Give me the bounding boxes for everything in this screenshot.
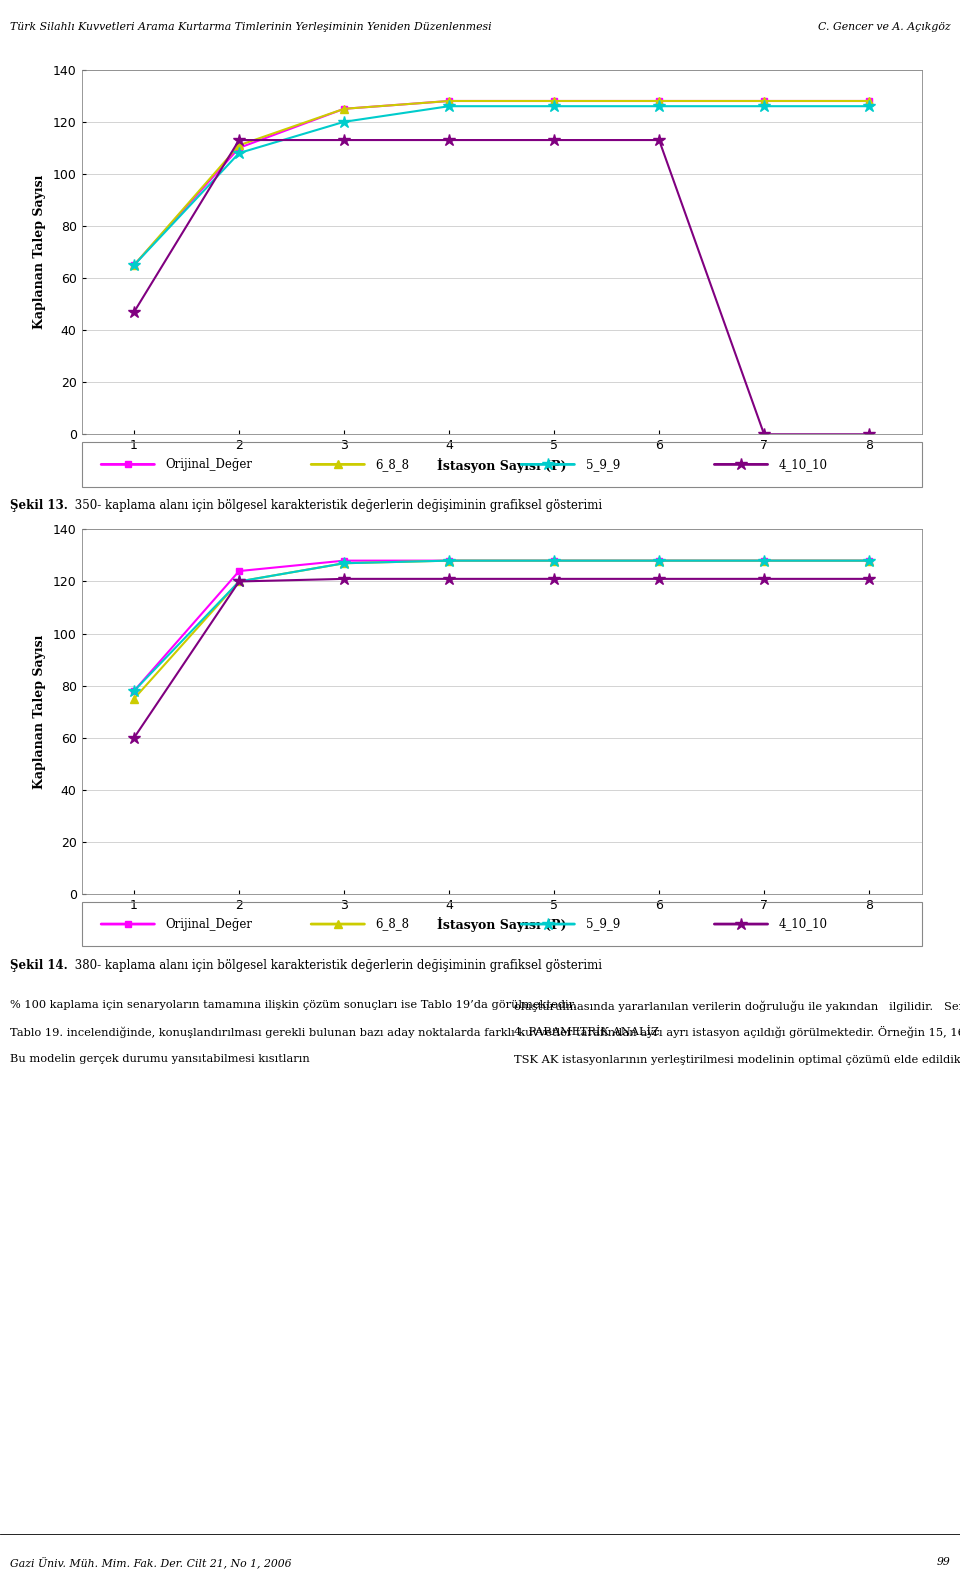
6_8_8 bbox=[758, 552, 770, 571]
Text: Orijinal_Değer: Orijinal_Değer bbox=[166, 918, 252, 930]
6_8_8 bbox=[548, 552, 560, 571]
6_8_8 bbox=[233, 136, 245, 155]
Text: 4_10_10: 4_10_10 bbox=[779, 458, 828, 471]
Orijinal_Değer bbox=[654, 92, 665, 111]
Orijinal_Değer bbox=[863, 552, 875, 571]
Text: C. Gencer ve A. Açıkgöz: C. Gencer ve A. Açıkgöz bbox=[818, 22, 950, 32]
6_8_8 bbox=[863, 552, 875, 571]
6_8_8 bbox=[863, 92, 875, 111]
4_10_10 bbox=[444, 569, 455, 588]
4_10_10 bbox=[863, 569, 875, 588]
Y-axis label: Kaplanan Talep Sayısı: Kaplanan Talep Sayısı bbox=[33, 634, 46, 789]
4_10_10 bbox=[338, 569, 349, 588]
6_8_8 bbox=[338, 100, 349, 119]
4_10_10 bbox=[129, 303, 140, 322]
5_9_9 bbox=[338, 553, 349, 572]
4_10_10 bbox=[758, 569, 770, 588]
Text: 5_9_9: 5_9_9 bbox=[586, 918, 620, 930]
Line: 4_10_10: 4_10_10 bbox=[128, 133, 876, 441]
5_9_9 bbox=[758, 97, 770, 116]
Text: 350- kaplama alanı için bölgesel karakteristik değerlerin değişiminin grafiksel : 350- kaplama alanı için bölgesel karakte… bbox=[71, 499, 602, 512]
6_8_8 bbox=[129, 689, 140, 708]
Orijinal_Değer bbox=[233, 138, 245, 157]
5_9_9 bbox=[338, 113, 349, 132]
Orijinal_Değer bbox=[758, 552, 770, 571]
Orijinal_Değer bbox=[758, 92, 770, 111]
Orijinal_Değer bbox=[129, 682, 140, 701]
4_10_10 bbox=[338, 130, 349, 149]
Orijinal_Değer bbox=[338, 552, 349, 571]
5_9_9 bbox=[654, 552, 665, 571]
6_8_8 bbox=[129, 255, 140, 274]
6_8_8 bbox=[654, 92, 665, 111]
X-axis label: İstasyon Sayısı (P): İstasyon Sayısı (P) bbox=[437, 918, 566, 932]
Orijinal_Değer bbox=[129, 255, 140, 274]
Line: 5_9_9: 5_9_9 bbox=[128, 100, 876, 271]
4_10_10 bbox=[233, 130, 245, 149]
Orijinal_Değer bbox=[654, 552, 665, 571]
5_9_9 bbox=[548, 97, 560, 116]
5_9_9 bbox=[758, 552, 770, 571]
6_8_8 bbox=[233, 572, 245, 591]
5_9_9 bbox=[863, 552, 875, 571]
6_8_8 bbox=[444, 92, 455, 111]
Text: 4_10_10: 4_10_10 bbox=[779, 918, 828, 930]
Line: 5_9_9: 5_9_9 bbox=[128, 555, 876, 697]
Line: 6_8_8: 6_8_8 bbox=[130, 556, 874, 702]
Line: Orijinal_Değer: Orijinal_Değer bbox=[131, 98, 873, 268]
Orijinal_Değer bbox=[444, 552, 455, 571]
Text: oluşturulmasında yararlanılan verilerin doğruluğu ile yakından   ilgilidir.   Se: oluşturulmasında yararlanılan verilerin … bbox=[514, 1000, 960, 1065]
Orijinal_Değer bbox=[548, 92, 560, 111]
5_9_9 bbox=[233, 572, 245, 591]
Text: 380- kaplama alanı için bölgesel karakteristik değerlerin değişiminin grafiksel : 380- kaplama alanı için bölgesel karakte… bbox=[71, 959, 602, 972]
Line: Orijinal_Değer: Orijinal_Değer bbox=[131, 558, 873, 694]
Text: Türk Silahlı Kuvvetleri Arama Kurtarma Timlerinin Yerleşiminin Yeniden Düzenlenm: Türk Silahlı Kuvvetleri Arama Kurtarma T… bbox=[10, 22, 492, 32]
6_8_8 bbox=[338, 553, 349, 572]
Text: 5_9_9: 5_9_9 bbox=[586, 458, 620, 471]
4_10_10 bbox=[444, 130, 455, 149]
Orijinal_Değer bbox=[338, 100, 349, 119]
Line: 4_10_10: 4_10_10 bbox=[128, 572, 876, 743]
Text: 99: 99 bbox=[937, 1556, 950, 1568]
Text: % 100 kaplama için senaryoların tamamına ilişkin çözüm sonuçları ise Tablo 19’da: % 100 kaplama için senaryoların tamamına… bbox=[10, 1000, 960, 1064]
4_10_10 bbox=[129, 728, 140, 747]
Text: 6_8_8: 6_8_8 bbox=[375, 918, 410, 930]
Text: Şekil 13.: Şekil 13. bbox=[10, 499, 67, 512]
5_9_9 bbox=[654, 97, 665, 116]
5_9_9 bbox=[233, 144, 245, 163]
Text: Orijinal_Değer: Orijinal_Değer bbox=[166, 458, 252, 471]
Text: Gazi Üniv. Müh. Mim. Fak. Der. Cilt 21, No 1, 2006: Gazi Üniv. Müh. Mim. Fak. Der. Cilt 21, … bbox=[10, 1556, 291, 1568]
5_9_9 bbox=[129, 255, 140, 274]
4_10_10 bbox=[548, 569, 560, 588]
5_9_9 bbox=[444, 552, 455, 571]
Orijinal_Değer bbox=[863, 92, 875, 111]
5_9_9 bbox=[444, 97, 455, 116]
6_8_8 bbox=[444, 552, 455, 571]
4_10_10 bbox=[233, 572, 245, 591]
6_8_8 bbox=[758, 92, 770, 111]
Orijinal_Değer bbox=[233, 561, 245, 580]
Orijinal_Değer bbox=[548, 552, 560, 571]
Y-axis label: Kaplanan Talep Sayısı: Kaplanan Talep Sayısı bbox=[33, 174, 46, 330]
Line: 6_8_8: 6_8_8 bbox=[130, 97, 874, 269]
5_9_9 bbox=[129, 682, 140, 701]
Text: Şekil 14.: Şekil 14. bbox=[10, 959, 67, 972]
Orijinal_Değer bbox=[444, 92, 455, 111]
4_10_10 bbox=[758, 425, 770, 444]
6_8_8 bbox=[548, 92, 560, 111]
6_8_8 bbox=[654, 552, 665, 571]
5_9_9 bbox=[863, 97, 875, 116]
5_9_9 bbox=[548, 552, 560, 571]
4_10_10 bbox=[654, 130, 665, 149]
X-axis label: İstasyon Sayısı (P): İstasyon Sayısı (P) bbox=[437, 458, 566, 472]
4_10_10 bbox=[548, 130, 560, 149]
4_10_10 bbox=[863, 425, 875, 444]
Text: 6_8_8: 6_8_8 bbox=[375, 458, 410, 471]
4_10_10 bbox=[654, 569, 665, 588]
